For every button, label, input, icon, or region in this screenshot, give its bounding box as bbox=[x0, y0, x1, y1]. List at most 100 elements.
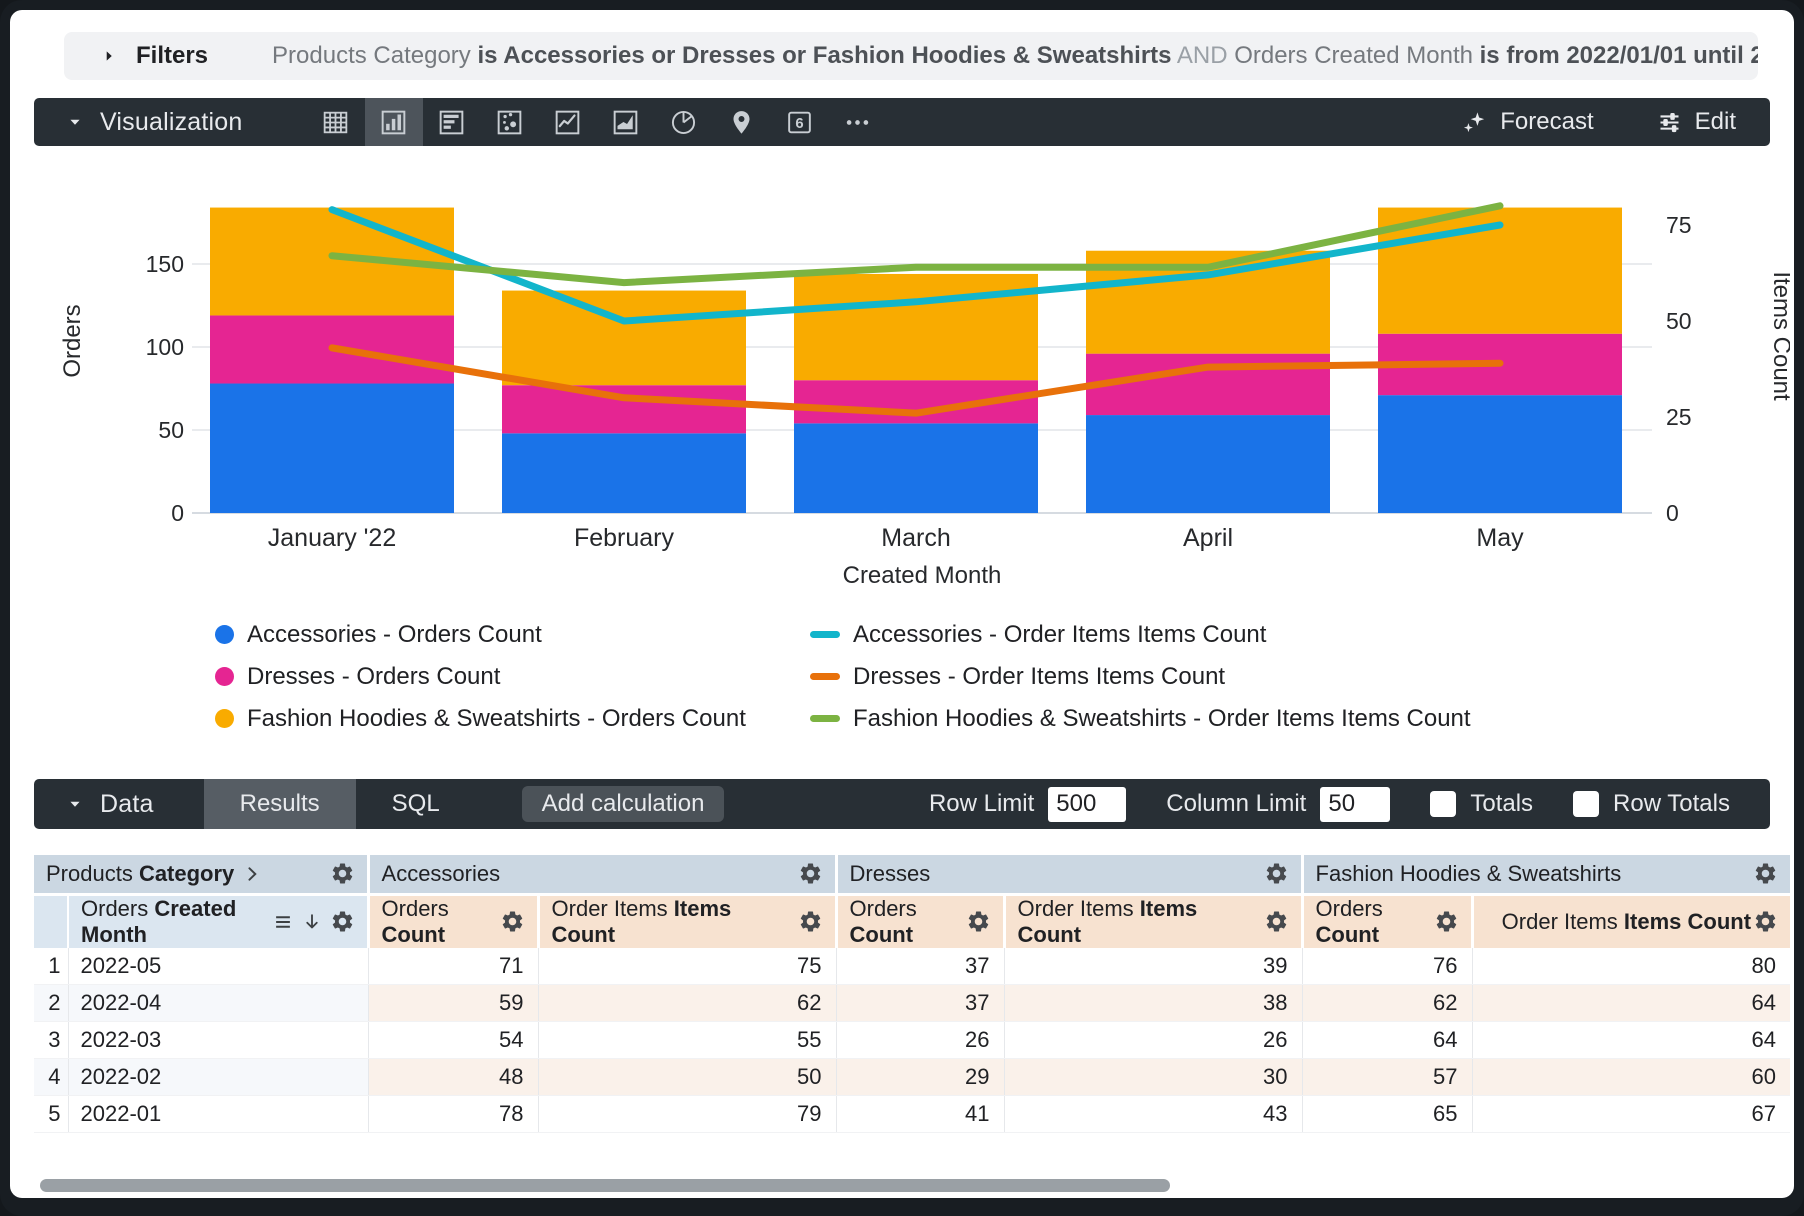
viz-type-more-button[interactable] bbox=[829, 98, 887, 146]
sort-rows-icon[interactable] bbox=[272, 911, 294, 933]
value-cell[interactable]: 64 bbox=[1302, 1021, 1473, 1059]
totals-checkbox[interactable] bbox=[1430, 791, 1457, 817]
value-cell[interactable]: 60 bbox=[1472, 1058, 1791, 1096]
area-chart-icon bbox=[610, 107, 641, 138]
tab-sql[interactable]: SQL bbox=[391, 790, 440, 817]
value-cell[interactable]: 67 bbox=[1472, 1095, 1791, 1133]
viz-type-bar-button[interactable] bbox=[423, 98, 481, 146]
gear-icon[interactable] bbox=[798, 861, 823, 886]
value-cell[interactable]: 50 bbox=[538, 1058, 837, 1096]
legend-label: Accessories - Order Items Items Count bbox=[853, 620, 1267, 648]
value-cell[interactable]: 75 bbox=[538, 947, 837, 985]
viz-type-table-button[interactable] bbox=[307, 98, 365, 146]
legend-dot-swatch bbox=[215, 625, 234, 644]
edit-button[interactable]: Edit bbox=[1656, 108, 1736, 136]
right-axis-tick: 0 bbox=[1666, 500, 1679, 526]
gear-icon[interactable] bbox=[1264, 861, 1289, 886]
viz-type-scatter-button[interactable] bbox=[481, 98, 539, 146]
viz-type-area-button[interactable] bbox=[597, 98, 655, 146]
filters-summary: Products Category is Accessories or Dres… bbox=[272, 42, 1758, 70]
value-cell[interactable]: 79 bbox=[538, 1095, 837, 1133]
viz-type-single-value-button[interactable] bbox=[771, 98, 829, 146]
value-cell[interactable]: 30 bbox=[1004, 1058, 1303, 1096]
gear-icon[interactable] bbox=[1753, 861, 1778, 886]
line-series[interactable] bbox=[328, 202, 1504, 287]
map-chart-icon bbox=[726, 107, 757, 138]
value-cell[interactable]: 78 bbox=[368, 1095, 539, 1133]
chevron-right-icon[interactable] bbox=[241, 863, 263, 885]
value-cell[interactable]: 37 bbox=[836, 947, 1005, 985]
viz-type-line-button[interactable] bbox=[539, 98, 597, 146]
row-limit-input[interactable] bbox=[1048, 786, 1127, 822]
bar-segment[interactable] bbox=[794, 273, 1038, 381]
gear-icon[interactable] bbox=[330, 909, 355, 934]
sort-desc-icon[interactable] bbox=[301, 911, 323, 933]
bar-segment[interactable] bbox=[210, 383, 454, 513]
column-limit-input[interactable] bbox=[1320, 786, 1391, 822]
line-chart-icon bbox=[552, 107, 583, 138]
value-cell[interactable]: 64 bbox=[1472, 984, 1791, 1022]
value-cell[interactable]: 62 bbox=[538, 984, 837, 1022]
value-cell[interactable]: 48 bbox=[368, 1058, 539, 1096]
line-series[interactable] bbox=[328, 206, 1504, 325]
measure-header: Orders Count bbox=[366, 894, 539, 948]
value-cell[interactable]: 59 bbox=[368, 984, 539, 1022]
value-cell[interactable]: 54 bbox=[368, 1021, 539, 1059]
value-cell[interactable]: 39 bbox=[1004, 947, 1303, 985]
viz-type-column-button[interactable] bbox=[364, 98, 423, 146]
forecast-button[interactable]: Forecast bbox=[1461, 108, 1594, 136]
x-axis-category-label: January '22 bbox=[268, 524, 396, 552]
data-collapse-icon[interactable] bbox=[64, 793, 86, 815]
month-cell[interactable]: 2022-04 bbox=[68, 984, 369, 1022]
filters-bar[interactable]: Filters Products Category is Accessories… bbox=[64, 32, 1758, 80]
horizontal-scrollbar[interactable] bbox=[40, 1179, 1170, 1192]
bar-segment[interactable] bbox=[502, 385, 746, 434]
value-cell[interactable]: 37 bbox=[836, 984, 1005, 1022]
value-cell[interactable]: 38 bbox=[1004, 984, 1303, 1022]
measure-header: Order Items Items Count bbox=[1470, 894, 1791, 948]
filters-expand-icon[interactable] bbox=[98, 45, 120, 67]
legend-item: Fashion Hoodies & Sweatshirts - Orders C… bbox=[215, 704, 810, 733]
line-series[interactable] bbox=[328, 344, 1504, 417]
bar-segment[interactable] bbox=[502, 433, 746, 513]
bar-segment[interactable] bbox=[1378, 395, 1622, 513]
data-title: Data bbox=[100, 789, 154, 818]
value-cell[interactable]: 41 bbox=[836, 1095, 1005, 1133]
value-cell[interactable]: 26 bbox=[1004, 1021, 1303, 1059]
gear-icon[interactable] bbox=[1264, 909, 1289, 934]
value-cell[interactable]: 62 bbox=[1302, 984, 1473, 1022]
value-cell[interactable]: 76 bbox=[1302, 947, 1473, 985]
value-cell[interactable]: 57 bbox=[1302, 1058, 1473, 1096]
value-cell[interactable]: 55 bbox=[538, 1021, 837, 1059]
filter-segment: AND bbox=[1171, 42, 1235, 69]
value-cell[interactable]: 29 bbox=[836, 1058, 1005, 1096]
gear-icon[interactable] bbox=[798, 909, 823, 934]
gear-icon[interactable] bbox=[966, 909, 991, 934]
value-cell[interactable]: 65 bbox=[1302, 1095, 1473, 1133]
bar-segment[interactable] bbox=[502, 290, 746, 386]
value-cell[interactable]: 43 bbox=[1004, 1095, 1303, 1133]
gear-icon[interactable] bbox=[330, 861, 355, 886]
gear-icon[interactable] bbox=[1434, 909, 1459, 934]
gear-icon[interactable] bbox=[500, 909, 525, 934]
viz-type-pie-button[interactable] bbox=[655, 98, 713, 146]
tab-results[interactable]: Results bbox=[203, 779, 356, 829]
viz-type-map-button[interactable] bbox=[713, 98, 771, 146]
gear-icon[interactable] bbox=[1753, 909, 1778, 934]
table-row: 2 2022-04 59 62 37 38 62 64 bbox=[34, 984, 1791, 1022]
value-cell[interactable]: 26 bbox=[836, 1021, 1005, 1059]
bar-segment[interactable] bbox=[1086, 415, 1330, 513]
row-totals-checkbox[interactable] bbox=[1573, 791, 1600, 817]
value-cell[interactable]: 80 bbox=[1472, 947, 1791, 985]
visualization-collapse-icon[interactable] bbox=[64, 111, 86, 133]
value-cell[interactable]: 64 bbox=[1472, 1021, 1791, 1059]
month-cell[interactable]: 2022-02 bbox=[68, 1058, 369, 1096]
bar-segment[interactable] bbox=[794, 423, 1038, 513]
value-cell[interactable]: 71 bbox=[368, 947, 539, 985]
month-cell[interactable]: 2022-01 bbox=[68, 1095, 369, 1133]
bar-segment[interactable] bbox=[1378, 207, 1622, 334]
add-calculation-button[interactable]: Add calculation bbox=[521, 786, 725, 822]
month-cell[interactable]: 2022-03 bbox=[68, 1021, 369, 1059]
month-cell[interactable]: 2022-05 bbox=[68, 947, 369, 985]
